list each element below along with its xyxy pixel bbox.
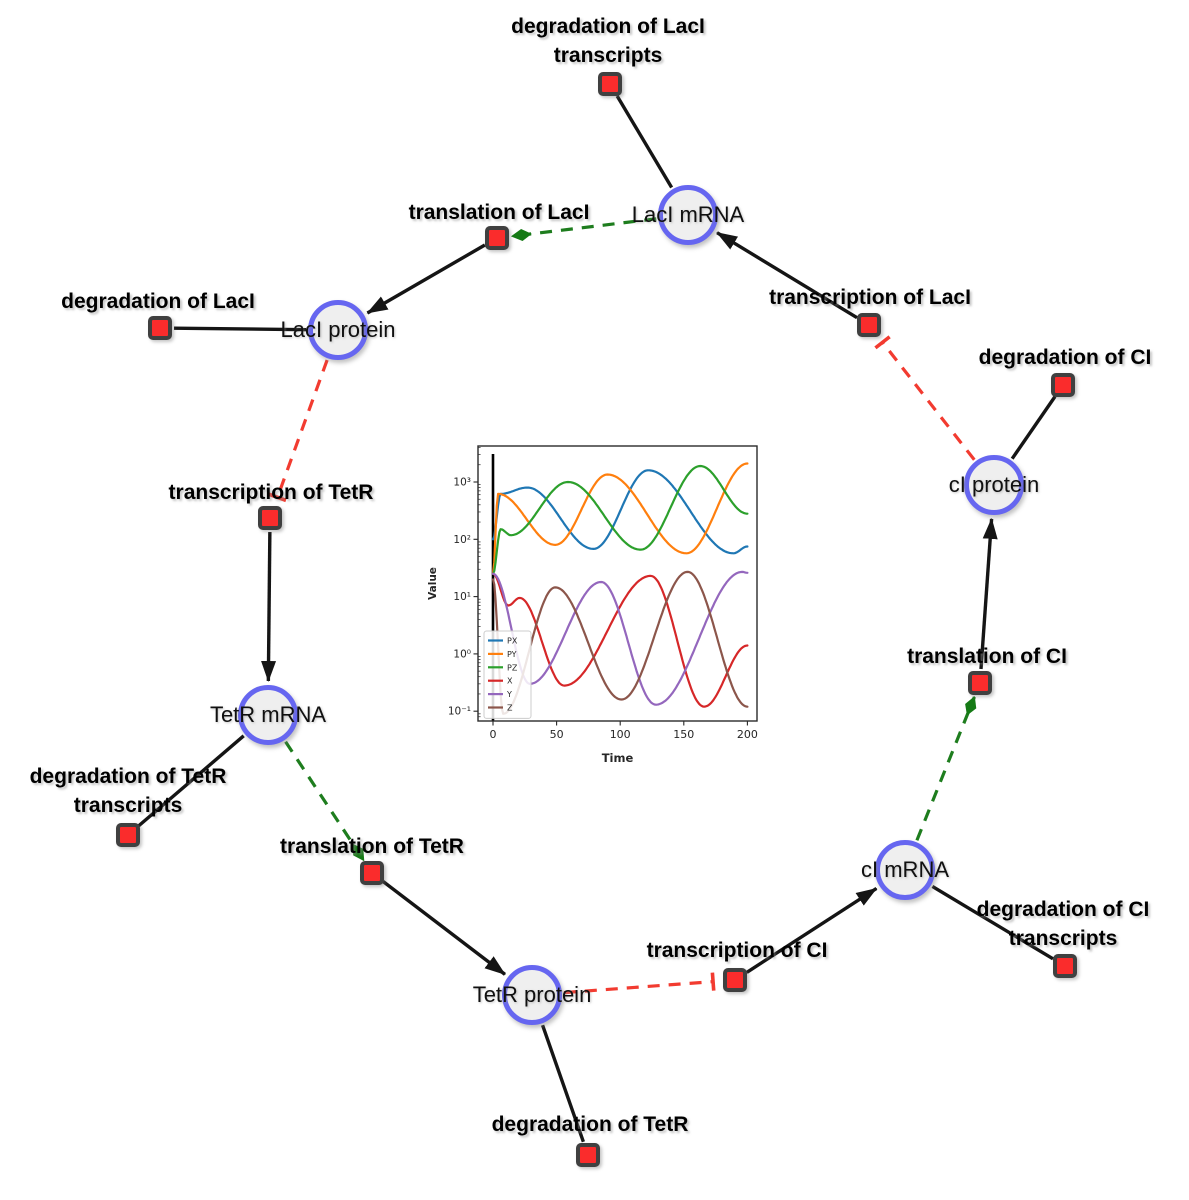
species-node-laci-mrna[interactable] <box>658 185 718 245</box>
species-node-ci-protein[interactable] <box>964 455 1024 515</box>
chart-background <box>425 428 770 770</box>
x-tick-label: 50 <box>550 728 564 741</box>
reaction-node-tx-ci[interactable] <box>723 968 747 992</box>
series-line-Z <box>491 570 749 715</box>
reaction-label-line: transcripts <box>553 44 663 68</box>
reaction-label-line: transcription of TetR <box>168 481 374 504</box>
edge-plain-laci-protein-to-deg-laci <box>173 326 307 332</box>
edge-arrow-trans-ci-to-ci-protein <box>979 517 998 670</box>
reaction-label-trans-ci: translation of CI <box>907 642 1067 671</box>
edge-plain-tetr-protein-to-deg-tetr <box>540 1024 585 1143</box>
y-axis-title: Value <box>427 567 439 600</box>
reaction-label-trans-laci: translation of LacI <box>409 198 590 227</box>
edge-plain-laci-mrna-to-deg-laci-tx <box>615 95 674 189</box>
reaction-label-line: transcripts <box>73 794 183 818</box>
x-tick-label: 0 <box>490 728 497 741</box>
series-line-PY <box>491 462 749 575</box>
y-tick-label: 10⁻¹ <box>448 706 471 718</box>
edge-arrow-tx-laci-to-laci-mrna <box>716 231 858 320</box>
series-line-PZ <box>491 464 749 575</box>
species-node-laci-protein[interactable] <box>308 300 368 360</box>
plot-spines <box>477 445 758 722</box>
species-label-laci-mrna: LacI mRNA <box>631 202 745 227</box>
species-label-tetr-mrna: TetR mRNA <box>209 702 327 727</box>
y-tick-label: 10¹ <box>453 591 471 603</box>
reaction-label-trans-tetr: translation of TetR <box>280 832 464 861</box>
edge-modifier-tetr-mrna-to-trans-tetr <box>284 740 366 862</box>
reaction-label-line: translation of TetR <box>280 835 464 858</box>
reaction-label-deg-laci: degradation of LacI <box>61 287 255 316</box>
reaction-label-line: degradation of LacI <box>511 15 705 38</box>
edge-modifier-laci-mrna-to-trans-laci <box>510 217 657 241</box>
legend-label-PX: PX <box>507 637 518 646</box>
edge-arrow-tx-tetr-to-tetr-mrna <box>261 531 277 683</box>
edge-arrow-trans-tetr-to-tetr-protein <box>382 880 506 976</box>
chart-series-group <box>491 454 749 721</box>
reaction-label-tx-laci: transcription of LacI <box>769 283 971 312</box>
y-tick-label: 10² <box>453 534 471 546</box>
y-tick-label: 10³ <box>453 477 471 489</box>
reaction-label-line: degradation of TetR <box>29 765 227 788</box>
reaction-node-deg-laci-tx[interactable] <box>598 72 622 96</box>
x-tick-label: 200 <box>737 728 758 741</box>
edge-inhibition-laci-protein-to-tx-tetr <box>268 359 329 503</box>
edge-modifier-ci-mrna-to-trans-ci <box>915 695 977 841</box>
reaction-node-deg-tetr[interactable] <box>576 1143 600 1167</box>
reaction-node-deg-ci[interactable] <box>1051 373 1075 397</box>
legend-label-PZ: PZ <box>507 663 518 672</box>
species-node-tetr-protein[interactable] <box>502 965 562 1025</box>
x-tick-label: 100 <box>610 728 631 741</box>
reaction-node-tx-laci[interactable] <box>857 313 881 337</box>
reaction-label-line: translation of CI <box>907 645 1067 668</box>
reaction-label-line: degradation of CI <box>978 346 1152 369</box>
reaction-label-tx-tetr: transcription of TetR <box>169 478 374 507</box>
edge-inhibition-ci-protein-to-tx-laci <box>874 335 976 461</box>
reaction-label-line: transcripts <box>1008 927 1118 951</box>
species-node-ci-mrna[interactable] <box>875 840 935 900</box>
legend-label-PY: PY <box>507 650 517 659</box>
reaction-label-line: degradation of TetR <box>491 1113 689 1136</box>
species-label-ci-mrna: cI mRNA <box>861 857 949 882</box>
reaction-label-deg-tetr: degradation of TetR <box>492 1110 689 1139</box>
reaction-label-line: degradation of CI <box>976 898 1150 921</box>
reaction-node-trans-tetr[interactable] <box>360 861 384 885</box>
edge-plain-ci-mrna-to-deg-ci-tx <box>931 885 1054 961</box>
reaction-label-deg-tetr-tx: degradation of TetR transcripts <box>30 762 227 821</box>
inset-chart: 10³ 10² 10¹ 10⁰ 10⁻¹ 0 50 100 150 200 Time Value PX P… <box>425 428 770 770</box>
legend-label-Z: Z <box>507 704 513 713</box>
reaction-node-deg-ci-tx[interactable] <box>1053 954 1077 978</box>
reaction-node-deg-laci[interactable] <box>148 316 172 340</box>
reaction-label-deg-ci: degradation of CI <box>979 343 1152 372</box>
legend-label-Y: Y <box>506 690 512 699</box>
x-axis-title: Time <box>602 751 634 765</box>
edge-plain-tetr-mrna-to-deg-tetr-tx <box>137 734 245 828</box>
edge-inhibition-tetr-protein-to-tx-ci <box>563 972 716 995</box>
y-tick-label: 10⁰ <box>453 648 471 660</box>
edge-arrow-trans-laci-to-laci-protein <box>366 243 486 315</box>
reaction-node-trans-ci[interactable] <box>968 671 992 695</box>
edge-arrow-tx-ci-to-ci-mrna <box>745 887 878 974</box>
reaction-node-deg-tetr-tx[interactable] <box>116 823 140 847</box>
reaction-label-line: transcription of CI <box>646 939 828 962</box>
reaction-label-deg-ci-tx: degradation of CI transcripts <box>977 895 1150 954</box>
reaction-node-trans-laci[interactable] <box>485 226 509 250</box>
species-label-tetr-protein: TetR protein <box>472 982 592 1007</box>
x-tick-label: 150 <box>673 728 694 741</box>
reaction-label-line: translation of LacI <box>408 201 590 224</box>
reaction-label-line: transcription of LacI <box>769 286 971 309</box>
species-node-tetr-mrna[interactable] <box>238 685 298 745</box>
series-line-Y <box>491 570 749 706</box>
edge-plain-ci-protein-to-deg-ci <box>1010 395 1057 460</box>
reaction-label-deg-laci-tx: degradation of LacI transcripts <box>511 12 705 71</box>
legend-label-X: X <box>507 677 513 686</box>
reaction-label-tx-ci: transcription of CI <box>647 936 828 965</box>
series-line-X <box>491 572 749 708</box>
species-label-laci-protein: LacI protein <box>280 317 396 342</box>
species-label-ci-protein: cI protein <box>948 472 1040 497</box>
reaction-node-tx-tetr[interactable] <box>258 506 282 530</box>
reaction-label-line: degradation of LacI <box>61 290 255 313</box>
